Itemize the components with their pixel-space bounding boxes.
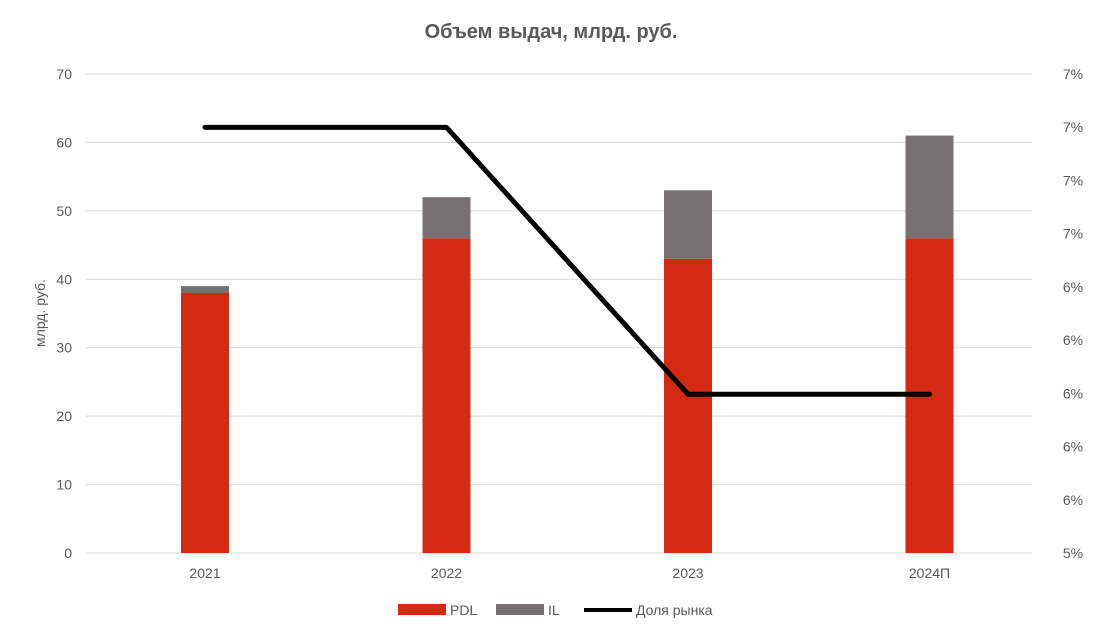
y2-tick-label: 7% [1063, 226, 1083, 242]
y2-tick-label: 6% [1063, 279, 1083, 295]
x-tick-label: 2023 [672, 565, 703, 581]
bar-pdl-2022 [422, 238, 471, 553]
y-axis-title: млрд. руб. [32, 279, 48, 347]
y-tick-label: 0 [64, 545, 72, 561]
y2-tick-label: 7% [1063, 66, 1083, 82]
bar-pdl-2021 [181, 292, 229, 553]
y-axis-ticks: 0 10 20 30 40 50 60 70 [56, 66, 72, 561]
x-tick-label: 2021 [189, 565, 220, 581]
y2-tick-label: 6% [1063, 492, 1083, 508]
chart-title: Объем выдач, млрд. руб. [425, 21, 678, 43]
bars [181, 135, 954, 553]
y2-tick-label: 6% [1063, 439, 1083, 455]
y2-tick-label: 5% [1063, 545, 1083, 561]
legend-label: IL [548, 602, 560, 618]
market-share-line [202, 124, 932, 397]
y-tick-label: 60 [56, 134, 72, 150]
y-tick-label: 30 [56, 340, 72, 356]
y2-tick-label: 6% [1063, 332, 1083, 348]
market-share-line-group [202, 124, 932, 397]
y-tick-label: 40 [56, 271, 72, 287]
bar-il-2024П [905, 135, 954, 239]
x-tick-label: 2024П [909, 565, 950, 581]
legend-item-доля-рынка: Доля рынка [584, 602, 713, 618]
y2-tick-label: 7% [1063, 172, 1083, 188]
bar-pdl-2023 [664, 258, 712, 553]
bar-il-2021 [181, 286, 229, 293]
y2-tick-label: 7% [1063, 119, 1083, 135]
bar-il-2022 [422, 197, 471, 239]
gridlines [86, 73, 1032, 554]
bar-il-2023 [664, 190, 712, 259]
legend-item-pdl: PDL [398, 602, 477, 618]
legend-swatch [398, 604, 446, 615]
y2-tick-label: 6% [1063, 385, 1083, 401]
legend-item-il: IL [496, 602, 560, 618]
legend-swatch [496, 604, 544, 615]
y-tick-label: 20 [56, 408, 72, 424]
legend-label: PDL [450, 602, 477, 618]
y-tick-label: 10 [56, 477, 72, 493]
y2-axis-ticks: 5% 6% 6% 6% 6% 6% 7% 7% 7% 7% [1063, 66, 1083, 561]
y-tick-label: 50 [56, 203, 72, 219]
legend-label: Доля рынка [636, 602, 713, 618]
legend: PDL IL Доля рынка [398, 602, 713, 618]
x-axis-ticks: 2021 2022 2023 2024П [189, 565, 950, 581]
y-tick-label: 70 [56, 66, 72, 82]
x-tick-label: 2022 [431, 565, 462, 581]
